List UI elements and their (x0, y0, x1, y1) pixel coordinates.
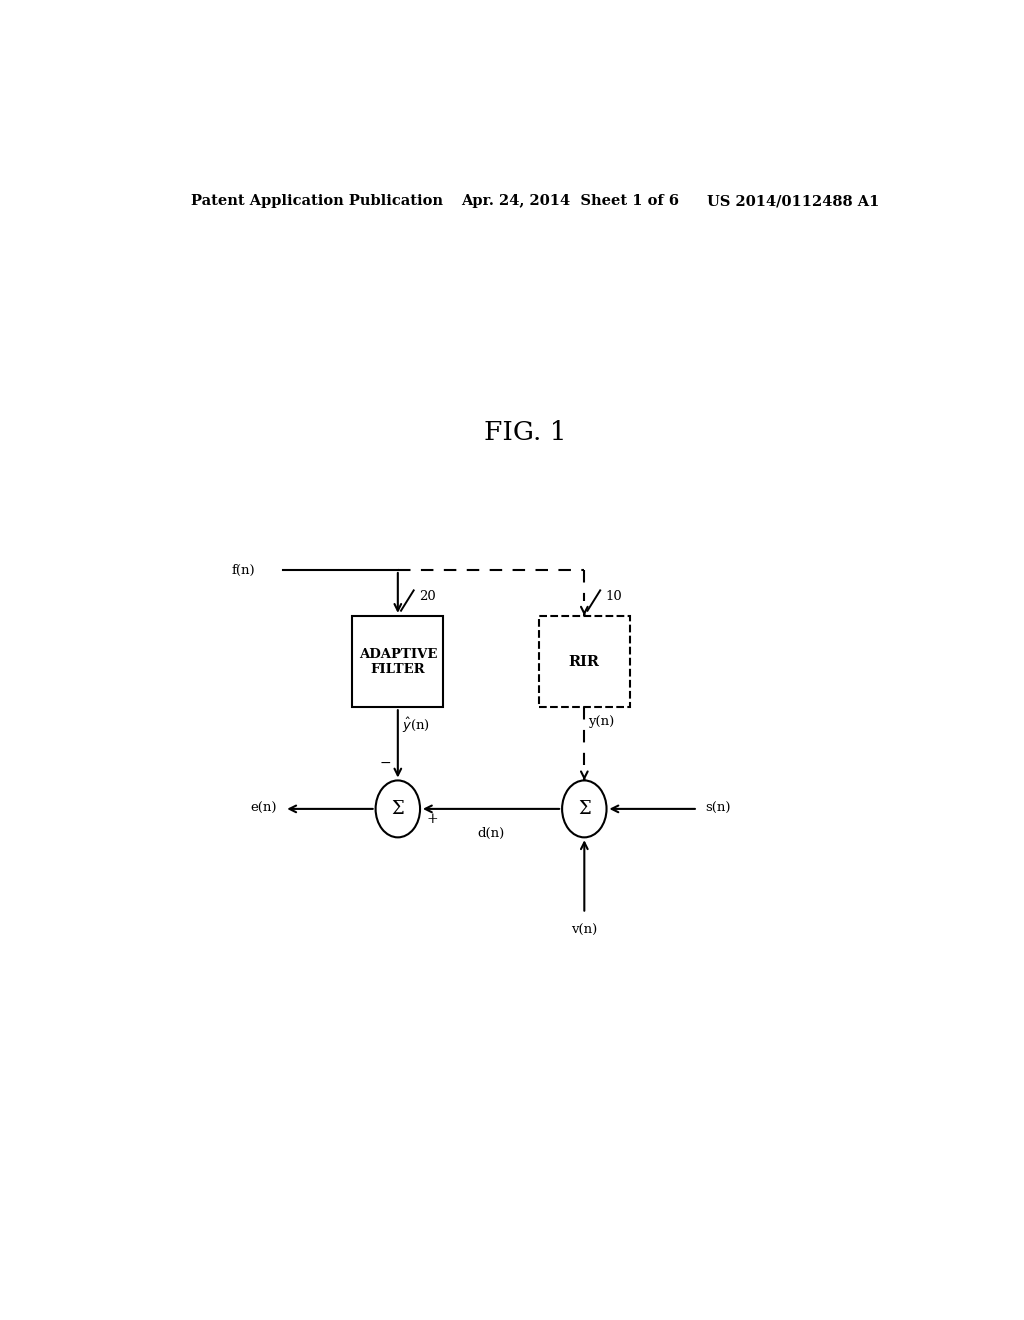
Text: Apr. 24, 2014  Sheet 1 of 6: Apr. 24, 2014 Sheet 1 of 6 (461, 194, 679, 209)
Text: 20: 20 (419, 590, 436, 602)
Text: US 2014/0112488 A1: US 2014/0112488 A1 (708, 194, 880, 209)
Circle shape (562, 780, 606, 837)
Text: Patent Application Publication: Patent Application Publication (191, 194, 443, 209)
Text: RIR: RIR (568, 655, 600, 668)
Text: y(n): y(n) (588, 715, 614, 729)
Bar (539, 615, 630, 708)
Text: e(n): e(n) (250, 803, 276, 816)
Text: v(n): v(n) (571, 924, 597, 937)
Bar (352, 615, 443, 708)
Text: $\hat{y}$(n): $\hat{y}$(n) (401, 715, 430, 734)
Circle shape (376, 780, 420, 837)
Text: 10: 10 (606, 590, 623, 602)
Text: Σ: Σ (391, 800, 404, 818)
Text: +: + (426, 812, 438, 826)
Text: FIG. 1: FIG. 1 (483, 420, 566, 445)
Text: f(n): f(n) (231, 564, 255, 577)
Text: d(n): d(n) (477, 828, 505, 841)
Text: ADAPTIVE
FILTER: ADAPTIVE FILTER (358, 648, 437, 676)
Text: Σ: Σ (578, 800, 591, 818)
Text: −: − (379, 756, 391, 771)
Text: s(n): s(n) (706, 803, 731, 816)
